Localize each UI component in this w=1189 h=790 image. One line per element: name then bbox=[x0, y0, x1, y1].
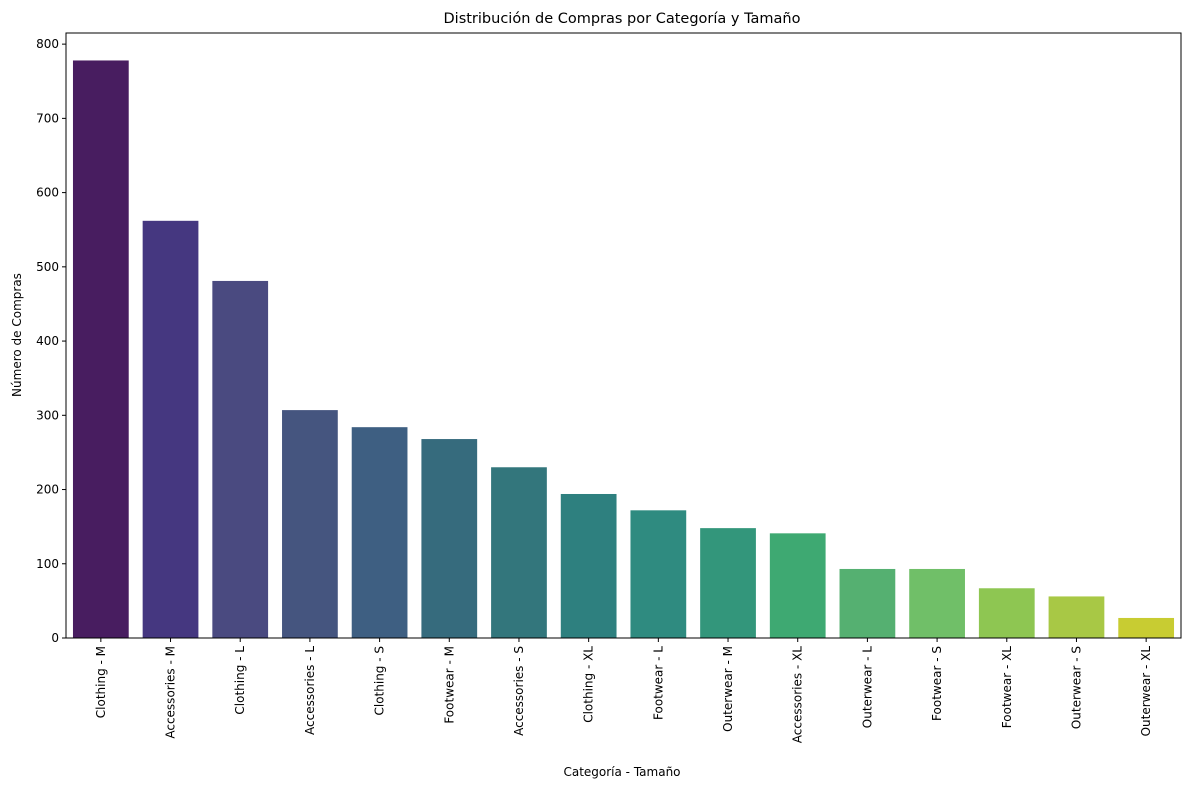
bar-clothing-m bbox=[72, 60, 129, 639]
bar-clothing-s bbox=[351, 427, 408, 638]
bars-group bbox=[72, 60, 1175, 639]
chart-title: Distribución de Compras por Categoría y … bbox=[444, 11, 801, 27]
y-tick-label: 600 bbox=[36, 186, 59, 200]
x-tick-label: Accessories - L bbox=[303, 646, 317, 735]
y-tick-label: 200 bbox=[36, 483, 59, 497]
bar-footwear-l bbox=[630, 510, 687, 638]
y-tick-label: 800 bbox=[36, 37, 59, 51]
bar-footwear-m bbox=[421, 439, 478, 638]
x-tick-label: Accessories - M bbox=[164, 646, 178, 739]
x-tick-label: Clothing - XL bbox=[582, 646, 596, 723]
x-tick-label: Clothing - S bbox=[373, 646, 387, 716]
x-tick-label: Outerwear - L bbox=[860, 646, 874, 729]
x-tick-label: Clothing - L bbox=[233, 646, 247, 715]
y-tick-label: 700 bbox=[36, 111, 59, 125]
x-tick-label: Footwear - S bbox=[930, 646, 944, 721]
x-tick-label: Outerwear - M bbox=[721, 646, 735, 732]
x-axis-label: Categoría - Tamaño bbox=[563, 765, 680, 779]
bar-outerwear-m bbox=[700, 528, 756, 638]
y-tick-label: 300 bbox=[36, 408, 59, 422]
bar-footwear-xl bbox=[978, 588, 1035, 638]
y-axis-label: Número de Compras bbox=[10, 273, 24, 397]
bar-accessories-l bbox=[282, 410, 338, 638]
bar-footwear-s bbox=[909, 568, 965, 638]
x-tick-label: Accessories - S bbox=[512, 646, 526, 736]
y-tick-label: 400 bbox=[36, 334, 59, 348]
y-tick-label: 500 bbox=[36, 260, 59, 274]
y-tick-label: 100 bbox=[36, 557, 59, 571]
x-tick-label: Footwear - XL bbox=[1000, 646, 1014, 729]
y-tick-label: 0 bbox=[51, 631, 59, 645]
x-tick-label: Footwear - L bbox=[651, 646, 665, 720]
x-axis-ticks: Clothing - M Accessories - M Clothing - L A… bbox=[94, 638, 1153, 743]
bar-outerwear-s bbox=[1048, 596, 1105, 638]
bar-accessories-m bbox=[142, 220, 199, 638]
bar-accessories-s bbox=[491, 467, 547, 638]
x-tick-label: Outerwear - S bbox=[1069, 646, 1083, 729]
plot-frame bbox=[65, 32, 1182, 639]
x-tick-label: Clothing - M bbox=[94, 646, 108, 718]
x-tick-label: Footwear - M bbox=[442, 646, 456, 724]
y-axis-ticks: 0 100 200 300 400 500 600 700 800 bbox=[36, 37, 66, 645]
x-tick-label: Accessories - XL bbox=[791, 646, 805, 744]
bar-accessories-xl bbox=[769, 533, 826, 638]
x-tick-label: Outerwear - XL bbox=[1139, 646, 1153, 737]
bar-outerwear-xl bbox=[1118, 617, 1175, 638]
bar-clothing-xl bbox=[560, 493, 617, 638]
bar-clothing-l bbox=[212, 280, 269, 638]
bar-outerwear-l bbox=[839, 568, 896, 638]
